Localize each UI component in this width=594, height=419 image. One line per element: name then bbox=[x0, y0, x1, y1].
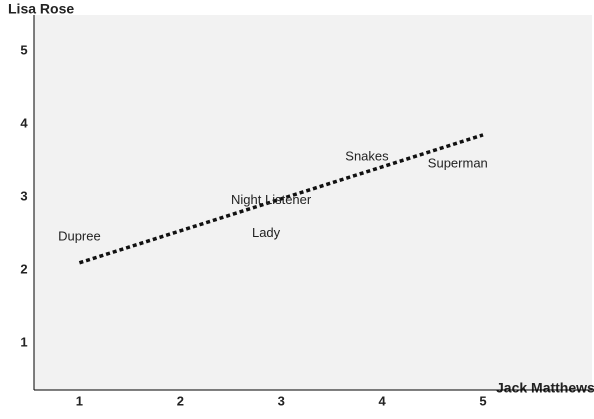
point-label: Snakes bbox=[345, 148, 389, 163]
point-label: Lady bbox=[252, 225, 281, 240]
y-tick-label: 2 bbox=[20, 262, 27, 277]
x-tick-label: 1 bbox=[76, 393, 83, 408]
x-tick-label: 3 bbox=[278, 393, 285, 408]
x-tick-label: 4 bbox=[379, 393, 387, 408]
x-tick-label: 2 bbox=[177, 393, 184, 408]
y-tick-label: 3 bbox=[20, 188, 27, 203]
point-label: Superman bbox=[428, 156, 488, 171]
y-tick-label: 4 bbox=[20, 115, 28, 130]
point-label: Night Listener bbox=[231, 192, 312, 207]
plot-area bbox=[34, 15, 592, 390]
x-axis-label: Jack Matthews bbox=[496, 380, 594, 396]
trend-line bbox=[78, 133, 484, 265]
point-label: Dupree bbox=[58, 229, 101, 244]
y-axis-label: Lisa Rose bbox=[8, 1, 74, 17]
x-tick-label: 5 bbox=[479, 393, 486, 408]
y-tick-label: 1 bbox=[20, 335, 27, 350]
y-tick-label: 5 bbox=[20, 42, 27, 57]
